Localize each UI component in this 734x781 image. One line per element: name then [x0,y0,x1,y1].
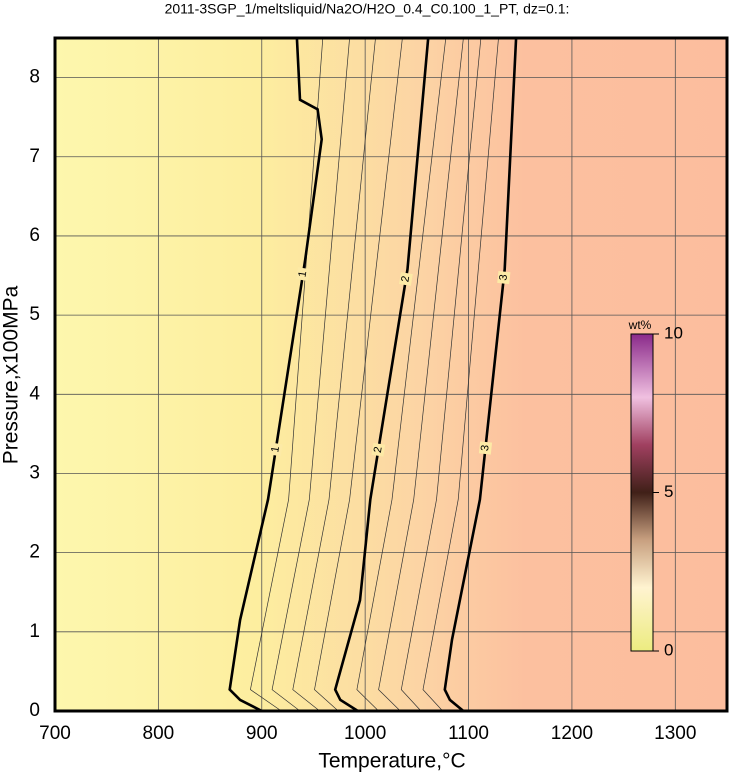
y-tick-label: 4 [29,383,40,404]
chart-title: 2011-3SGP_1/meltsliquid/Na2O/H2O_0.4_C0.… [165,1,570,17]
contour-label-bg [478,441,493,455]
y-tick-label: 5 [29,304,40,325]
y-tick-label: 0 [29,700,40,721]
contour-label-bg [371,442,386,457]
contour-label: 3 [479,444,492,451]
colorbar-tick-label: 0 [664,640,673,659]
x-tick-label: 700 [39,723,71,744]
contour-label-group: 2 [371,442,386,457]
colorbar-label: wt% [628,318,652,332]
contour-label-group: 3 [478,441,493,455]
x-axis-label: Temperature,°C [318,750,465,773]
y-tick-label: 3 [29,462,40,483]
contour-label: 1 [269,445,282,453]
plot-frame [53,36,729,713]
minor-contour [400,37,482,712]
y-tick-label: 8 [29,67,40,88]
contour-label-group: 3 [497,270,511,285]
contour-label: 2 [372,446,385,454]
x-tick-label: 1000 [344,723,386,744]
x-tick-label: 1200 [551,723,593,744]
x-tick-label: 1300 [654,723,696,744]
y-axis-label: Pressure,x100MPa [0,285,23,464]
minor-contour [292,37,376,712]
x-tick-label: 900 [246,723,278,744]
contour-label: 1 [296,270,309,278]
y-tick-label: 7 [29,146,40,167]
y-tick-label: 6 [29,225,40,246]
minor-contour [356,37,447,712]
colorbar-tick-label: 10 [664,323,683,342]
contour-label-bg [497,270,511,285]
contour-label-group: 2 [399,272,413,286]
x-tick-label: 1100 [448,723,489,744]
contour-line [333,37,430,713]
contour-label: 2 [399,275,412,283]
contour-label-group: 1 [268,442,283,457]
contour-line [228,37,324,713]
contour-line [443,37,518,713]
contour-label-group: 1 [296,267,310,281]
y-tick-label: 2 [29,542,40,563]
contour-label: 3 [497,274,510,281]
minor-contour [271,37,350,712]
y-tick-label: 1 [29,621,40,642]
contour-label-bg [399,272,413,286]
minor-contour [378,37,464,712]
colorbar [630,333,654,652]
minor-contour [314,37,403,712]
colorbar-tick-label: 5 [664,482,673,501]
contour-label-bg [296,267,310,281]
minor-contour [422,37,499,712]
x-tick-label: 800 [143,723,175,744]
contour-label-bg [268,442,283,457]
